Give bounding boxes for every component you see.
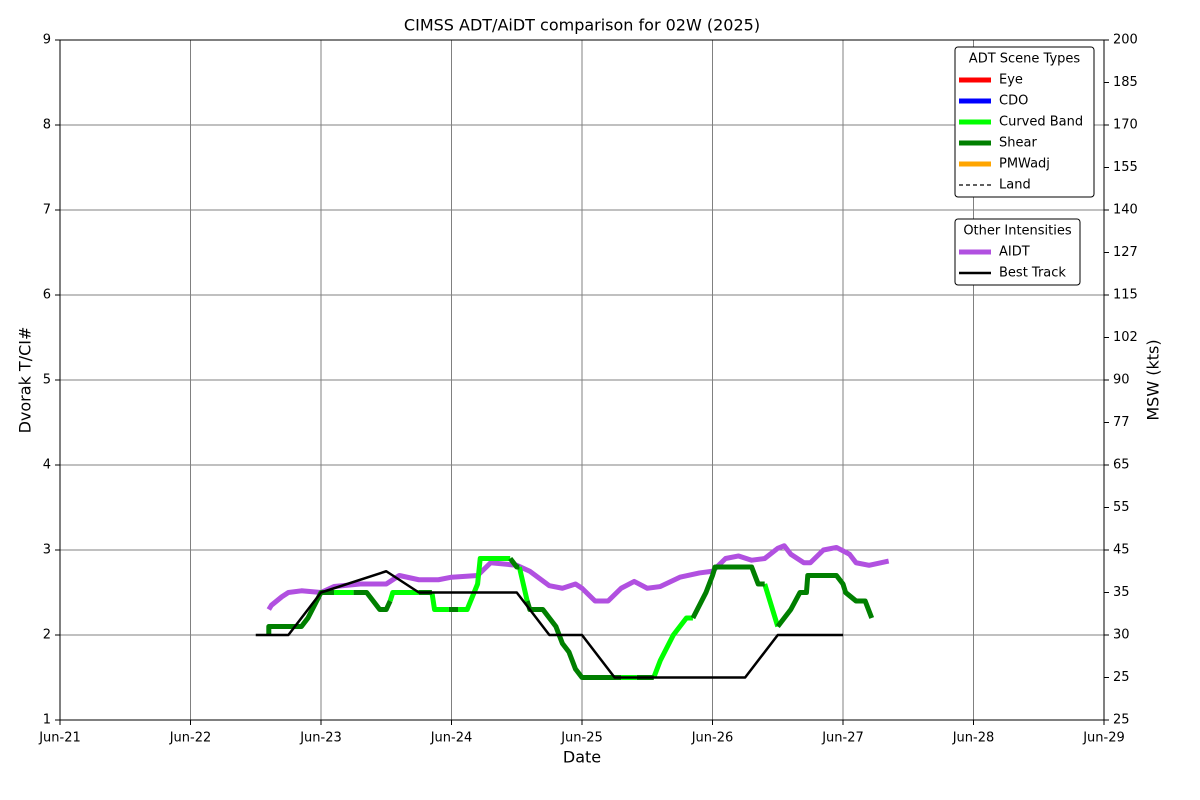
legend-box	[954, 218, 1081, 286]
x-tick-label: Jun-21	[38, 731, 81, 746]
y2-tick-label: 185	[1113, 75, 1138, 90]
y2-tick-label: 55	[1113, 500, 1130, 515]
y-tick-label: 1	[43, 713, 51, 728]
y2-tick-label: 65	[1113, 458, 1130, 473]
y2-tick-label: 25	[1113, 670, 1130, 685]
legend-label: AIDT	[999, 245, 1030, 260]
chart-title: CIMSS ADT/AiDT comparison for 02W (2025)	[404, 16, 760, 35]
y-tick-label: 9	[43, 33, 51, 48]
y-tick-label: 6	[43, 288, 51, 303]
legend-title: Other Intensities	[963, 224, 1072, 239]
x-tick-label: Jun-28	[952, 731, 995, 746]
y-tick-label: 8	[43, 118, 51, 133]
y2-tick-label: 45	[1113, 543, 1130, 558]
y-tick-label: 2	[43, 628, 51, 643]
y-tick-label: 3	[43, 543, 51, 558]
x-tick-label: Jun-29	[1082, 731, 1125, 746]
legend-title: ADT Scene Types	[969, 52, 1081, 67]
x-tick-label: Jun-25	[560, 731, 603, 746]
x-tick-label: Jun-27	[821, 731, 864, 746]
y2-tick-label: 115	[1113, 288, 1138, 303]
series-line	[255, 570, 843, 679]
y-axis-label: Dvorak T/CI#	[16, 327, 35, 434]
y2-tick-label: 35	[1113, 585, 1130, 600]
x-tick-label: Jun-24	[430, 731, 473, 746]
y2-tick-label: 102	[1113, 330, 1138, 345]
y-tick-label: 7	[43, 203, 51, 218]
y2-axis-label: MSW (kts)	[1144, 339, 1163, 420]
y2-tick-label: 127	[1113, 245, 1138, 260]
legend-label: Shear	[999, 136, 1037, 151]
y2-tick-label: 25	[1113, 713, 1130, 728]
plot-frame	[59, 39, 1105, 721]
y-tick-label: 5	[43, 373, 51, 388]
x-tick-label: Jun-26	[691, 731, 734, 746]
y2-tick-label: 200	[1113, 33, 1138, 48]
x-tick-label: Jun-22	[169, 731, 212, 746]
y2-tick-label: 30	[1113, 628, 1130, 643]
y2-tick-label: 77	[1113, 415, 1130, 430]
series-line	[266, 543, 890, 611]
y2-tick-label: 155	[1113, 160, 1138, 175]
legend-label: PMWadj	[999, 157, 1050, 172]
y2-tick-label: 140	[1113, 203, 1138, 218]
legend-label: Best Track	[999, 266, 1066, 281]
legend-label: CDO	[999, 94, 1028, 109]
y2-tick-label: 170	[1113, 118, 1138, 133]
x-tick-label: Jun-23	[299, 731, 342, 746]
legend-label: Curved Band	[999, 115, 1083, 130]
y-tick-label: 4	[43, 458, 51, 473]
legend-box	[954, 46, 1095, 198]
y2-tick-label: 90	[1113, 373, 1130, 388]
legend-label: Eye	[999, 73, 1023, 88]
legend-label: Land	[999, 178, 1031, 193]
x-axis-label: Date	[563, 748, 601, 767]
